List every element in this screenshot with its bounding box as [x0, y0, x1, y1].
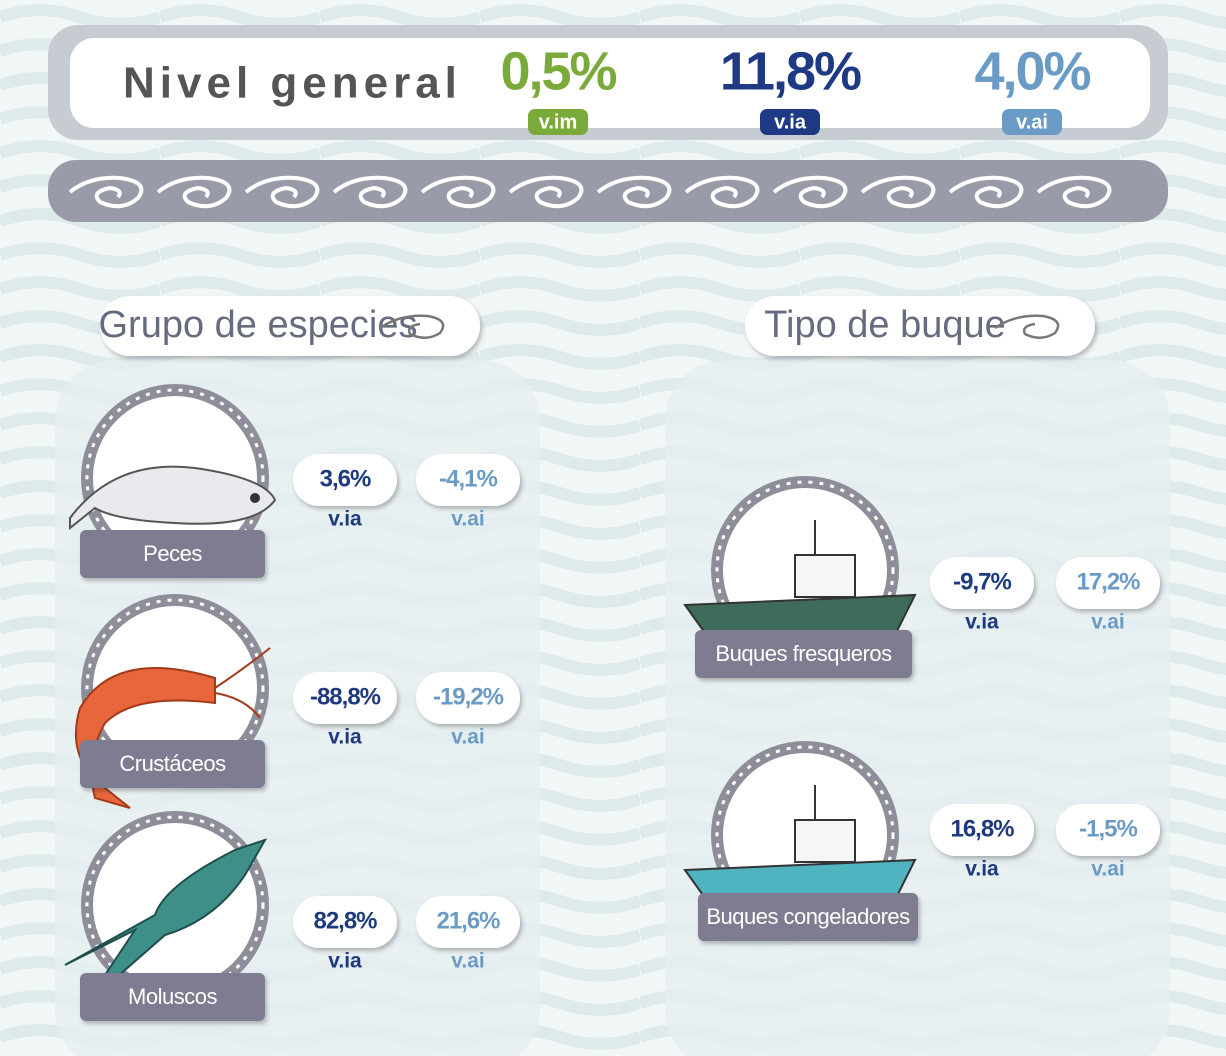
section-title: Grupo de especies [99, 304, 418, 346]
value-pill [416, 454, 520, 506]
value: 3,6% [320, 465, 371, 492]
boat-cabin [794, 819, 856, 863]
value-label: v.ai [451, 508, 484, 531]
value: -88,8% [310, 683, 381, 710]
metric-label: v.im [539, 111, 578, 133]
antenna [214, 647, 271, 719]
section-pill [745, 296, 1095, 356]
section-title: Tipo de buque [764, 304, 1006, 346]
value: 82,8% [313, 907, 377, 934]
fish [69, 465, 277, 531]
value-pill [930, 557, 1034, 609]
hook [156, 175, 232, 209]
value-pill [293, 454, 397, 506]
value-label: v.ai [451, 950, 484, 973]
item-label-box [80, 530, 265, 578]
squid [64, 838, 268, 1006]
hook [1036, 175, 1112, 209]
chain-band [48, 160, 1168, 222]
rope-twist [85, 815, 265, 995]
hook [596, 175, 672, 209]
hook [948, 175, 1024, 209]
header-panel [70, 38, 1150, 128]
hook [332, 175, 408, 209]
item: Crustáceos -88,8% v.ia -19,2% v.ai [74, 594, 520, 809]
value: 16,8% [950, 815, 1014, 842]
value: 17,2% [1076, 568, 1140, 595]
item: Buques fresqueros -9,7% v.ia 17,2% v.ai [683, 476, 1160, 678]
value-pill [1056, 557, 1160, 609]
item-label-box [698, 893, 918, 941]
rope-twist [85, 598, 265, 778]
rope-twist [715, 480, 895, 660]
section-pill [100, 296, 480, 356]
item-label-box [695, 630, 912, 678]
metric-badge [760, 109, 820, 135]
item-label: Moluscos [128, 984, 217, 1009]
vessel-panel [665, 360, 1170, 1056]
hook [684, 175, 760, 209]
item-label: Crustáceos [119, 751, 226, 776]
metric-badge [528, 109, 588, 135]
chain-decoration [68, 175, 1112, 209]
metric-label: v.ia [774, 111, 807, 133]
value: 21,6% [436, 907, 500, 934]
hook [244, 175, 320, 209]
value-label: v.ia [328, 508, 362, 531]
item-label: Buques fresqueros [715, 641, 892, 666]
value-pill [416, 672, 520, 724]
hook-icon [379, 314, 445, 339]
metric-value: 0,5% [500, 41, 616, 101]
value-pill [293, 896, 397, 948]
rope-twist [85, 388, 265, 568]
value-pill [416, 896, 520, 948]
value-label: v.ai [1091, 611, 1124, 634]
value-pill [293, 672, 397, 724]
metric-value: 4,0% [974, 41, 1090, 101]
hook [508, 175, 584, 209]
hook-icon [994, 314, 1060, 339]
hook [420, 175, 496, 209]
header-title: Nivel general [123, 59, 462, 108]
hook [68, 175, 144, 209]
item-label-box [80, 740, 265, 788]
value: -19,2% [433, 683, 504, 710]
value-label: v.ia [965, 858, 999, 881]
item-label: Buques congeladores [706, 904, 910, 929]
rope-twist [715, 745, 895, 925]
boat-cabin [794, 554, 856, 598]
value-label: v.ia [328, 726, 362, 749]
hook [772, 175, 848, 209]
metric-value: 11,8% [720, 41, 861, 101]
value-pill [930, 804, 1034, 856]
value-label: v.ai [1091, 858, 1124, 881]
item-label-box [80, 973, 265, 1021]
value-label: v.ia [328, 950, 362, 973]
value-label: v.ia [965, 611, 999, 634]
item-label: Peces [143, 541, 202, 566]
metric-label: v.ai [1016, 111, 1048, 133]
item: Buques congeladores 16,8% v.ia -1,5% v.ai [683, 741, 1160, 941]
value: -1,5% [1079, 815, 1137, 842]
value-label: v.ai [451, 726, 484, 749]
value: -9,7% [953, 568, 1011, 595]
item: Peces 3,6% v.ia -4,1% v.ai [69, 384, 520, 578]
hook [860, 175, 936, 209]
value: -4,1% [439, 465, 497, 492]
value-pill [1056, 804, 1160, 856]
item: Moluscos 82,8% v.ia 21,6% v.ai [64, 811, 520, 1021]
fish-eye [250, 493, 260, 503]
metric-badge [1002, 109, 1062, 135]
